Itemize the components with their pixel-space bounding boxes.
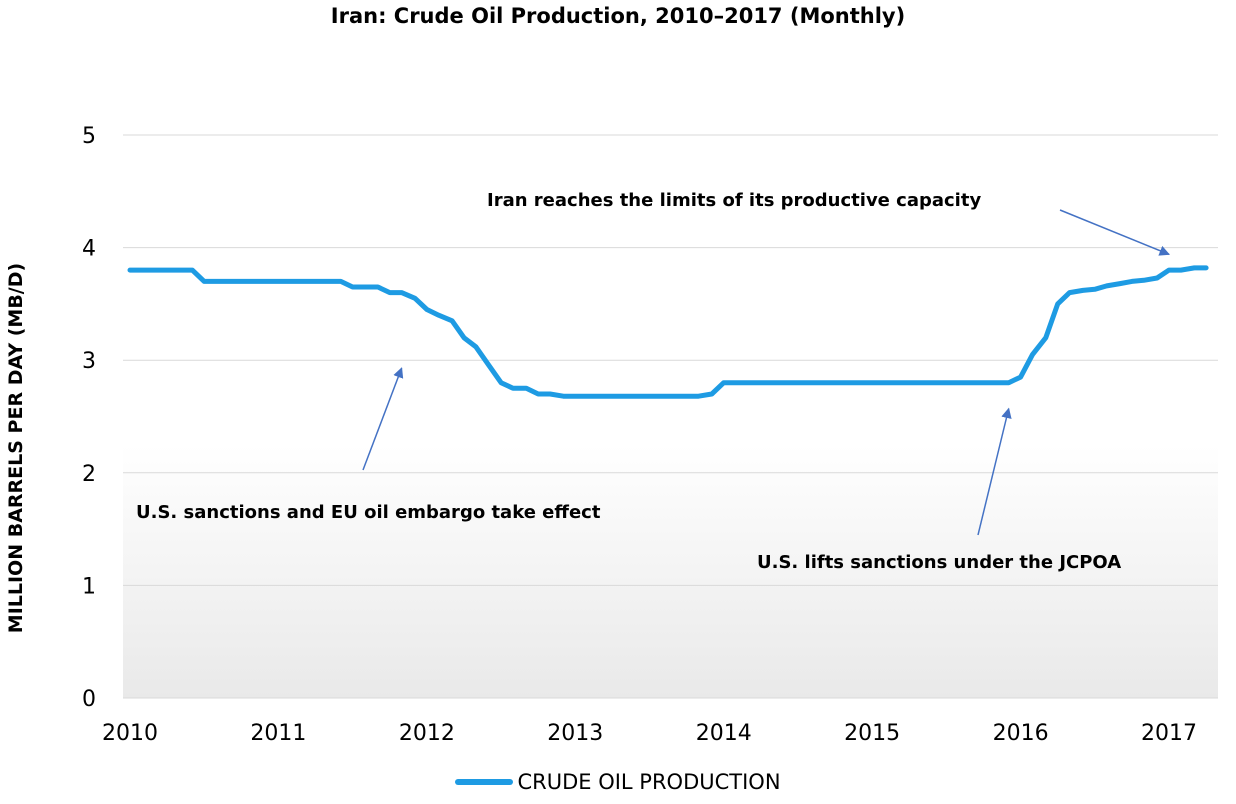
series-layer [127, 265, 1209, 399]
y-tick-label: 3 [82, 349, 96, 374]
annotation-label: Iran reaches the limits of its productiv… [487, 190, 981, 211]
chart-title: Iran: Crude Oil Production, 2010–2017 (M… [330, 4, 906, 28]
x-tick-label: 2015 [844, 721, 900, 746]
x-tick-label: 2014 [696, 721, 752, 746]
legend-label: CRUDE OIL PRODUCTION [517, 770, 781, 794]
y-tick-label: 2 [82, 462, 96, 487]
series-line-0 [127, 265, 1209, 399]
x-tick-label: 2012 [399, 721, 455, 746]
annotation-label: U.S. lifts sanctions under the JCPOA [757, 552, 1121, 573]
y-axis-ticks: 0 1 2 3 4 5 [82, 124, 96, 712]
legend-swatch [455, 779, 514, 785]
x-tick-label: 2011 [250, 721, 306, 746]
x-tick-label: 2013 [547, 721, 603, 746]
plot-background [123, 135, 1218, 698]
annotation-arrow [977, 407, 1012, 536]
gridlines [123, 134, 1218, 699]
annotation-label: U.S. sanctions and EU oil embargo take e… [136, 502, 601, 523]
x-tick-label: 2010 [102, 721, 158, 746]
annotation-arrow [362, 367, 404, 471]
x-tick-label: 2017 [1141, 721, 1197, 746]
y-tick-label: 1 [82, 574, 96, 599]
y-tick-label: 0 [82, 687, 96, 712]
annotation-arrow [1059, 209, 1170, 256]
y-tick-label: 5 [82, 124, 96, 149]
legend: CRUDE OIL PRODUCTION [0, 770, 1236, 794]
annotations-layer: Iran reaches the limits of its productiv… [136, 190, 1170, 573]
x-axis-ticks: 2010 2011 2012 2013 2014 2015 2016 2017 [102, 721, 1197, 746]
y-tick-label: 4 [82, 237, 96, 262]
x-tick-label: 2016 [993, 721, 1049, 746]
